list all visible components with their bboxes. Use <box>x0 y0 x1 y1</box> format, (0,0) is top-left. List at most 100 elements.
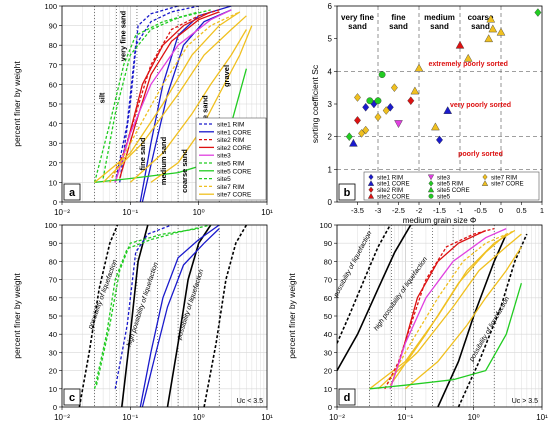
y-tick-label: 60 <box>49 294 57 303</box>
legend-label: site7 RIM <box>217 184 244 191</box>
y-tick-label: 70 <box>49 61 57 70</box>
series-line <box>102 15 247 183</box>
marker-triangle <box>486 14 496 23</box>
uniformity-note: Uc < 3.5 <box>237 398 263 405</box>
panel-letter-box <box>63 183 81 201</box>
y-tick-label: 80 <box>49 41 57 50</box>
marker-diamond <box>382 106 390 115</box>
series-line <box>119 6 179 183</box>
y-tick-label: 6 <box>328 2 333 11</box>
series-group <box>78 225 248 407</box>
y-tick-label: 80 <box>324 257 332 266</box>
marker-triangle <box>443 106 453 114</box>
x-tick-label: 0.5 <box>516 206 526 215</box>
panel-letter-box <box>338 388 356 406</box>
size-class-label: medium sand <box>424 13 455 31</box>
legend-label: site1 CORE <box>217 129 252 136</box>
marker-diamond <box>362 102 370 112</box>
marker-triangle <box>463 53 473 62</box>
series-line <box>109 11 241 183</box>
y-tick-label: 90 <box>49 239 57 248</box>
legend-label: site5 CORE <box>437 187 470 194</box>
x-tick-label: 10⁻² <box>54 208 70 217</box>
panel-letter-box <box>338 183 356 201</box>
series-line <box>141 9 232 202</box>
marker-triangle <box>414 63 424 72</box>
x-tick-label: -2.5 <box>392 206 405 215</box>
marker-diamond <box>354 93 361 102</box>
marker-diamond <box>386 102 394 112</box>
size-class-label: silt <box>98 92 107 103</box>
legend-label: site2 CORE <box>217 145 252 152</box>
marker-diamond <box>374 112 382 122</box>
y-tick-label: 50 <box>49 100 57 109</box>
y-tick-label: 70 <box>324 276 332 285</box>
y-tick-label: 5 <box>328 35 333 44</box>
legend-label: site2 CORE <box>377 194 410 201</box>
legend-label: site7 RIM <box>491 174 517 181</box>
marker-triangle <box>427 186 435 193</box>
y-tick-label: 0 <box>53 198 57 207</box>
y-tick-label: 50 <box>324 312 332 321</box>
y-tick-label: 10 <box>324 385 332 394</box>
series-line <box>139 225 220 407</box>
series-line <box>369 283 523 390</box>
marker-circle <box>374 97 382 105</box>
x-tick-label: 10⁻² <box>329 413 345 422</box>
x-tick-label: 10¹ <box>261 413 273 422</box>
series-line <box>114 9 232 183</box>
marker-diamond <box>407 96 415 106</box>
y-tick-label: 2 <box>328 133 333 142</box>
x-tick-label: 10¹ <box>261 208 273 217</box>
legend-label: site5 RIM <box>437 181 463 188</box>
marker-triangle <box>484 34 494 43</box>
y-tick-label: 3 <box>328 100 333 109</box>
panel-b: very fine sand fine sand medium sand coarse san… <box>310 2 544 225</box>
series-line <box>141 228 220 407</box>
y-tick-label: 0 <box>328 403 332 412</box>
x-tick-label: 10⁻¹ <box>122 413 138 422</box>
marker-diamond <box>428 180 434 187</box>
series-line <box>119 11 220 179</box>
legend-label: site5 RIM <box>217 161 244 168</box>
y-axis-label: percent finer by weight <box>12 273 22 359</box>
marker-triangle <box>367 192 375 199</box>
x-tick-label: 10¹ <box>536 413 548 422</box>
marker-diamond <box>354 116 361 125</box>
marker-circle <box>378 71 386 79</box>
marker-triangle <box>349 138 358 147</box>
marker-triangle <box>481 180 489 186</box>
marker-triangle-down <box>427 174 435 181</box>
y-tick-label: 60 <box>324 294 332 303</box>
panel-letter-box <box>63 388 81 406</box>
series-line <box>377 233 522 390</box>
sorting-class-label: poorly sorted <box>458 151 503 158</box>
legend-label: site3 <box>437 174 451 181</box>
x-axis-label: medium grain size Φ <box>403 216 477 225</box>
marker-diamond <box>368 186 374 193</box>
panel-letter: a <box>69 187 76 199</box>
sorting-class-label: extremely poorly sorted <box>429 61 508 68</box>
uniformity-note: Uc > 3.5 <box>512 398 538 405</box>
y-tick-label: 20 <box>49 367 57 376</box>
panel-d: 0 10 20 30 40 50 60 70 80 90 100 10⁻² 10⁻¹ 10⁰ 10¹ perc… <box>287 221 548 422</box>
marker-triangle <box>496 27 506 36</box>
legend-label: site1 CORE <box>377 181 410 188</box>
x-tick-label: 10⁻¹ <box>122 208 138 217</box>
series-line <box>389 233 507 386</box>
series-line <box>457 233 528 407</box>
series-line <box>102 9 211 179</box>
marker-diamond <box>362 125 370 135</box>
y-tick-label: 30 <box>49 348 57 357</box>
y-tick-label: 60 <box>49 80 57 89</box>
marker-triangle <box>488 24 498 33</box>
series-line <box>94 68 248 184</box>
marker-diamond <box>482 173 488 181</box>
legend-label: site3 <box>217 153 231 160</box>
y-tick-label: 40 <box>324 330 332 339</box>
y-tick-label: 70 <box>49 276 57 285</box>
series-line <box>114 6 199 183</box>
marker-diamond <box>345 132 353 141</box>
x-tick-label: 10⁰ <box>193 208 205 217</box>
